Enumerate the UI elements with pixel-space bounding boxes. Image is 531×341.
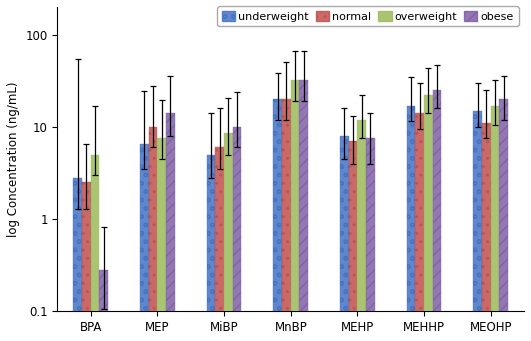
Bar: [357, 120, 366, 341]
Bar: [99, 270, 108, 341]
Bar: [216, 147, 224, 341]
Bar: [149, 127, 158, 341]
Bar: [73, 178, 82, 341]
Bar: [82, 182, 91, 341]
Bar: [482, 123, 491, 341]
Y-axis label: log Concentration (ng/mL): log Concentration (ng/mL): [7, 81, 20, 237]
Bar: [349, 141, 357, 341]
Bar: [166, 114, 175, 341]
Bar: [499, 99, 508, 341]
Bar: [207, 155, 216, 341]
Bar: [474, 111, 482, 341]
Bar: [273, 99, 282, 341]
Legend: underweight, normal, overweight, obese: underweight, normal, overweight, obese: [217, 6, 518, 26]
Bar: [415, 114, 424, 341]
Bar: [424, 95, 433, 341]
Bar: [224, 133, 233, 341]
Bar: [340, 136, 349, 341]
Bar: [299, 80, 308, 341]
Bar: [366, 138, 375, 341]
Bar: [433, 90, 441, 341]
Bar: [91, 155, 99, 341]
Bar: [233, 127, 242, 341]
Bar: [291, 80, 299, 341]
Bar: [407, 106, 415, 341]
Bar: [491, 106, 499, 341]
Bar: [158, 138, 166, 341]
Bar: [140, 144, 149, 341]
Bar: [282, 99, 291, 341]
